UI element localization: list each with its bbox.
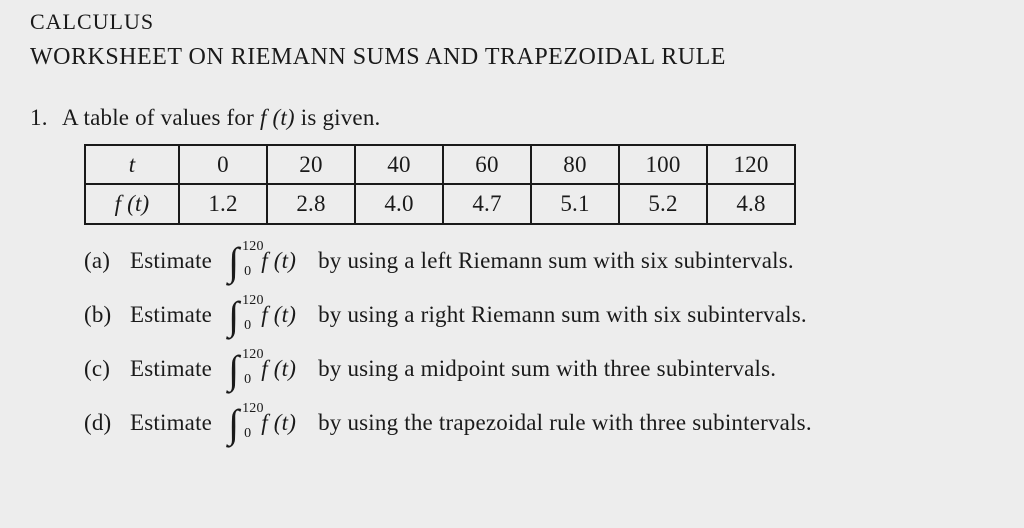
course-name: CALCULUS [30,6,1006,38]
part-tail: by using a left Riemann sum with six sub… [318,244,794,277]
lower-bound: 0 [244,370,251,390]
row-header-f: f (t) [85,184,179,223]
integral-sign-icon: ∫ [228,352,239,386]
lead-a: A table of values for [62,105,260,130]
part-label: (b) [84,298,118,331]
worksheet-page: CALCULUS WORKSHEET ON RIEMANN SUMS AND T… [0,0,1024,441]
integral-sign-icon: ∫ [228,406,239,440]
cell: 100 [619,145,707,184]
estimate-word: Estimate [130,352,212,385]
lead-fn: f (t) [260,105,295,130]
cell: 4.8 [707,184,795,223]
estimate-word: Estimate [130,406,212,439]
cell: 20 [267,145,355,184]
upper-bound: 120 [242,345,264,365]
table-row: t 0 20 40 60 80 100 120 [85,145,795,184]
cell: 4.7 [443,184,531,223]
estimate-word: Estimate [130,298,212,331]
part-b: (b) Estimate ∫ 120 0 f (t) by using a ri… [84,297,1006,333]
integrand: f (t) [261,352,296,385]
cell: 5.2 [619,184,707,223]
table-row: f (t) 1.2 2.8 4.0 4.7 5.1 5.2 4.8 [85,184,795,223]
cell: 4.0 [355,184,443,223]
cell: 1.2 [179,184,267,223]
cell: 60 [443,145,531,184]
integral-expr: ∫ 120 0 f (t) [228,351,296,387]
upper-bound: 120 [242,399,264,419]
question-text: A table of values for f (t) is given. [62,101,381,134]
upper-bound: 120 [242,291,264,311]
integral-sign-icon: ∫ [228,298,239,332]
values-table: t 0 20 40 60 80 100 120 f (t) 1.2 2.8 4.… [84,144,796,225]
part-label: (d) [84,406,118,439]
integrand: f (t) [261,244,296,277]
question-number: 1. [30,101,52,134]
part-label: (a) [84,244,118,277]
cell: 80 [531,145,619,184]
question-lead: 1. A table of values for f (t) is given. [30,101,1006,134]
integrand: f (t) [261,406,296,439]
row-header-t: t [85,145,179,184]
part-a: (a) Estimate ∫ 120 0 f (t) by using a le… [84,243,1006,279]
part-label: (c) [84,352,118,385]
integral-expr: ∫ 120 0 f (t) [228,243,296,279]
cell: 0 [179,145,267,184]
part-tail: by using the trapezoidal rule with three… [318,406,812,439]
worksheet-title: WORKSHEET ON RIEMANN SUMS AND TRAPEZOIDA… [30,40,1006,75]
part-tail: by using a midpoint sum with three subin… [318,352,776,385]
integral-sign-icon: ∫ [228,244,239,278]
integral-expr: ∫ 120 0 f (t) [228,297,296,333]
lower-bound: 0 [244,262,251,282]
upper-bound: 120 [242,237,264,257]
estimate-word: Estimate [130,244,212,277]
integrand: f (t) [261,298,296,331]
part-d: (d) Estimate ∫ 120 0 f (t) by using the … [84,405,1006,441]
lower-bound: 0 [244,316,251,336]
cell: 5.1 [531,184,619,223]
lower-bound: 0 [244,424,251,444]
cell: 120 [707,145,795,184]
lead-b: is given. [301,105,381,130]
cell: 40 [355,145,443,184]
cell: 2.8 [267,184,355,223]
part-c: (c) Estimate ∫ 120 0 f (t) by using a mi… [84,351,1006,387]
integral-expr: ∫ 120 0 f (t) [228,405,296,441]
part-tail: by using a right Riemann sum with six su… [318,298,807,331]
